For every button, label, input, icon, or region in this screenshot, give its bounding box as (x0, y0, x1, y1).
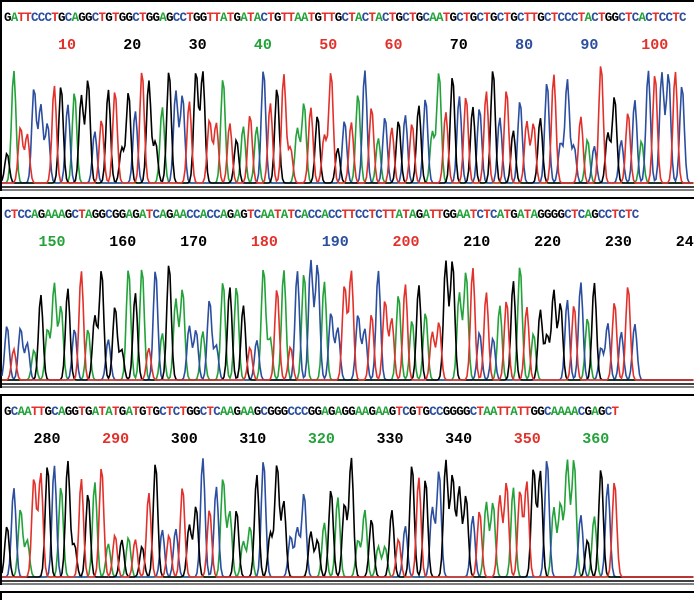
position-label: 90 (580, 37, 598, 54)
sequence: CTCCAGAAAGCTAGGCGGAGATCAGAACCACCAGAGTCAA… (4, 208, 640, 222)
position-label: 340 (445, 431, 472, 448)
position-label: 200 (392, 234, 419, 251)
trace (2, 268, 694, 381)
position-label: 210 (463, 234, 490, 251)
position-label: 300 (171, 431, 198, 448)
position-label: 360 (582, 431, 609, 448)
position-label: 20 (123, 37, 141, 54)
position-label: 290 (102, 431, 129, 448)
position-label: 180 (251, 234, 278, 251)
position-label: 10 (58, 37, 76, 54)
trace (2, 468, 694, 578)
position-label: 50 (319, 37, 337, 54)
position-label: 230 (605, 234, 632, 251)
position-label: 100 (641, 37, 668, 54)
position-label: 190 (322, 234, 349, 251)
position-label: 310 (239, 431, 266, 448)
position-label: 60 (384, 37, 402, 54)
position-label: 30 (189, 37, 207, 54)
trace (1, 71, 694, 184)
trace (2, 66, 694, 184)
position-label: 330 (376, 431, 403, 448)
position-label: 350 (514, 431, 541, 448)
position-label: 240 (676, 234, 694, 251)
position-label: 220 (534, 234, 561, 251)
position-label: 280 (33, 431, 60, 448)
position-label: 40 (254, 37, 272, 54)
sequence: GATTCCCTGCAGGCTGTGGCTGGAGCCTGGTTATGATACT… (4, 11, 687, 25)
sequence: GCAATTGCAGGTGATATGATGTGCTCTGGCTCAAGAAGCG… (4, 405, 620, 419)
position-label: 170 (180, 234, 207, 251)
position-label: 160 (109, 234, 136, 251)
position-label: 70 (450, 37, 468, 54)
position-label: 80 (515, 37, 533, 54)
position-label: 320 (308, 431, 335, 448)
position-label: 150 (38, 234, 65, 251)
trace (2, 260, 694, 381)
